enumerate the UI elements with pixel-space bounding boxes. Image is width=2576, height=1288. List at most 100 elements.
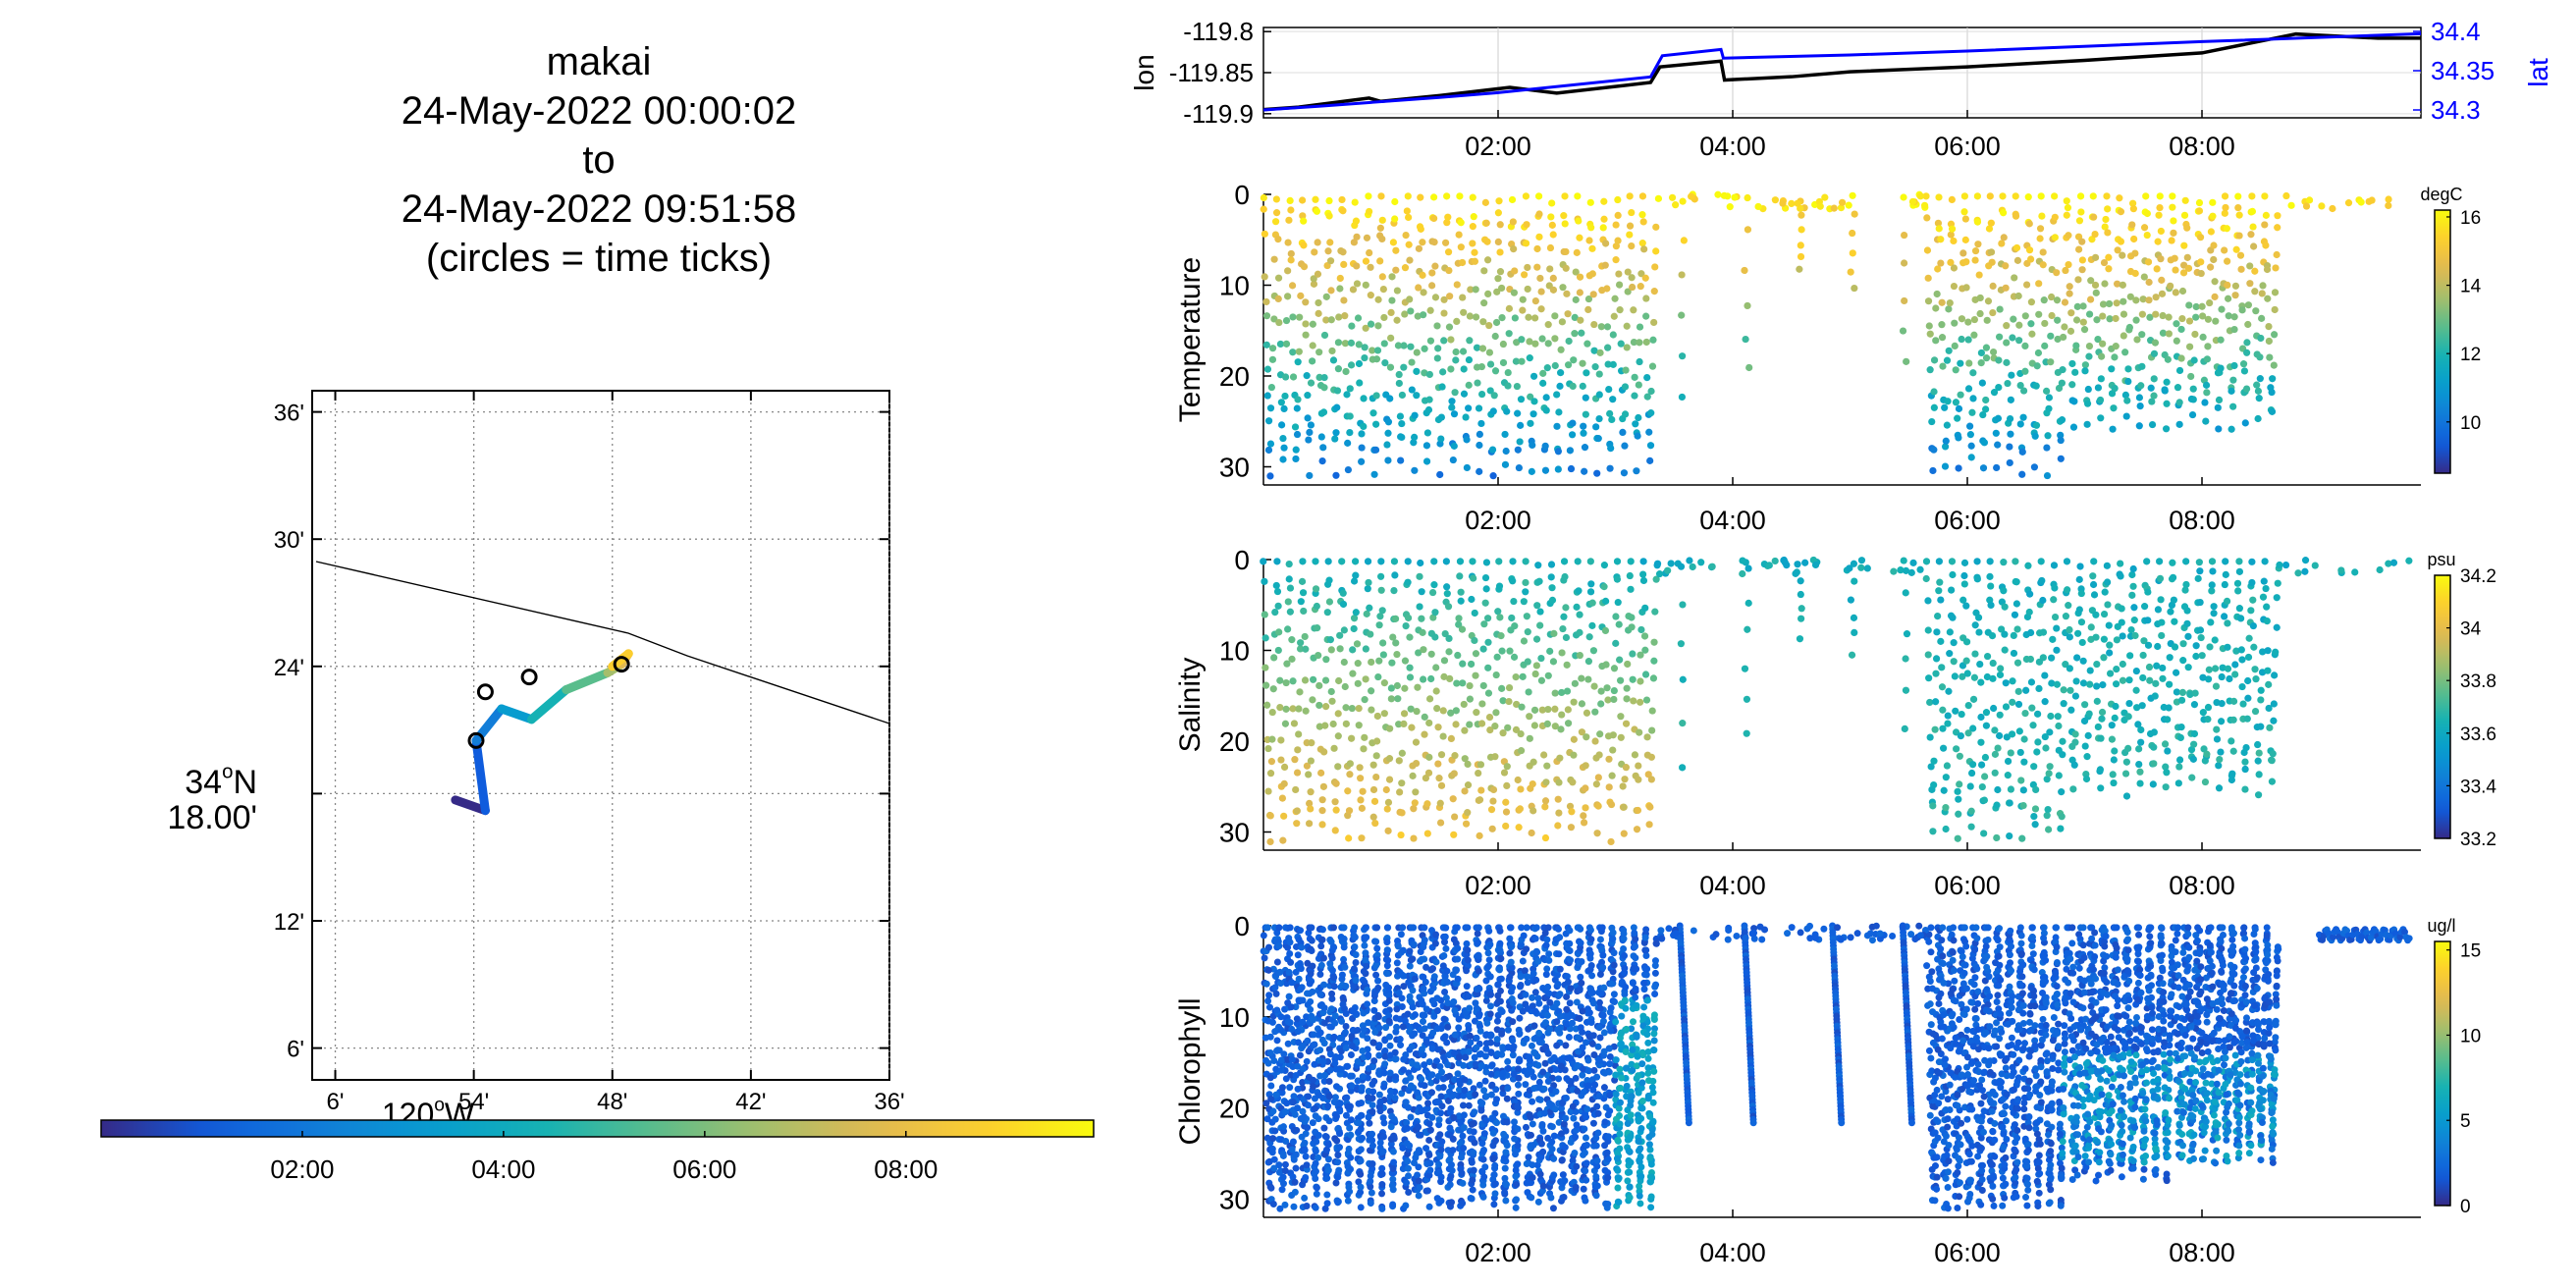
salinity-point <box>1404 558 1412 565</box>
chlorophyll-point <box>1281 1160 1289 1168</box>
salinity-point <box>1743 729 1750 737</box>
temperature-point <box>2153 265 2161 273</box>
salinity-point <box>2015 727 2023 735</box>
salinity-point <box>2101 588 2109 596</box>
salinity-point <box>1948 558 1957 565</box>
temperature-point <box>1939 362 1947 370</box>
temperature-point <box>2164 355 2172 363</box>
salinity-point <box>2132 667 2140 675</box>
temperature-point <box>2243 349 2251 356</box>
salinity-point <box>2264 667 2272 674</box>
temperature-point <box>1466 337 1474 345</box>
salinity-point <box>1261 664 1269 671</box>
salinity-point <box>2206 643 2214 651</box>
salinity-point <box>2143 558 2151 565</box>
salinity-point <box>1518 703 1526 711</box>
salinity-point <box>1943 762 1952 770</box>
salinity-point <box>1477 786 1485 794</box>
salinity-point <box>2016 748 2024 757</box>
chlorophyll-point <box>1432 958 1440 966</box>
salinity-point <box>1602 597 1610 605</box>
salinity-point <box>2215 762 2223 770</box>
salinity-point <box>2071 730 2079 738</box>
chlorophyll-point <box>1342 1010 1350 1018</box>
temperature-point <box>1274 274 1283 282</box>
salinity-point <box>2110 778 2118 787</box>
salinity-point <box>1299 558 1307 565</box>
salinity-point <box>1451 752 1459 760</box>
salinity-point <box>1450 770 1458 778</box>
chlorophyll-point <box>1379 1133 1387 1141</box>
temperature-point <box>1338 195 1346 204</box>
salinity-point <box>2081 701 2089 709</box>
temperature-point <box>1438 383 1446 391</box>
salinity-point <box>1309 696 1316 704</box>
temperature-point <box>1421 345 1428 352</box>
temperature-point <box>1989 308 1997 317</box>
chlorophyll-point <box>1474 939 1481 946</box>
temperature-point <box>1901 296 1908 305</box>
temperature-point <box>1566 447 1574 455</box>
temperature-point <box>1569 419 1577 427</box>
chlorophyll-point <box>1468 1120 1476 1128</box>
temperature-point <box>1360 395 1368 402</box>
chlorophyll-point <box>1459 1179 1467 1187</box>
salinity-point <box>1935 587 1943 595</box>
chlorophyll-point <box>1264 943 1272 951</box>
salinity-point <box>2002 703 2011 711</box>
temperature-point <box>1294 396 1302 403</box>
chlorophyll-point <box>1463 967 1471 975</box>
chlorophyll-point <box>1497 954 1505 962</box>
temperature-point <box>1411 411 1419 419</box>
salinity-point <box>1412 788 1420 796</box>
chlorophyll-point <box>1433 1025 1441 1033</box>
temperature-point <box>1851 284 1858 293</box>
chlorophyll-point <box>1428 1113 1436 1121</box>
temperature-point <box>1398 391 1407 400</box>
chlorophyll-point <box>1411 1011 1419 1019</box>
salinity-point <box>2184 632 2192 640</box>
salinity-point <box>1969 724 1977 732</box>
chlorophyll-point <box>1316 991 1324 998</box>
salinity-point <box>2059 737 2066 745</box>
temperature-point <box>1434 345 1442 352</box>
chlorophyll-point <box>1264 997 1272 1005</box>
temperature-point <box>1994 441 2002 449</box>
chlorophyll-point <box>1313 1184 1320 1192</box>
temperature-point <box>2130 235 2138 243</box>
chlorophyll-point <box>1496 987 1504 994</box>
chlorophyll-point <box>1348 1082 1356 1090</box>
temperature-point <box>1645 428 1653 436</box>
chlorophyll-point <box>1488 1081 1496 1089</box>
salinity-point <box>2041 732 2049 741</box>
salinity-point <box>1741 665 1749 672</box>
chlorophyll-point <box>1271 1115 1279 1123</box>
chlorophyll-point <box>1324 1166 1332 1174</box>
salinity-point <box>1554 822 1562 830</box>
salinity-point <box>1401 657 1410 665</box>
chlorophyll-point <box>1461 1087 1469 1095</box>
temperature-point <box>1595 370 1603 378</box>
salinity-point <box>2238 656 2246 664</box>
chlorophyll-point <box>1265 1003 1273 1011</box>
salinity-point <box>1357 775 1365 782</box>
temperature-point <box>2067 309 2075 317</box>
temperature-point <box>2227 425 2235 433</box>
temperature-point <box>2385 195 2392 203</box>
chlorophyll-point <box>1347 1165 1355 1173</box>
temperature-point <box>2094 336 2102 344</box>
salinity-point <box>2192 652 2200 661</box>
salinity-point <box>1991 769 1999 777</box>
salinity-point <box>1512 673 1520 681</box>
salinity-point <box>1529 779 1536 788</box>
salinity-point <box>2244 694 2252 702</box>
salinity-point <box>2188 774 2196 781</box>
salinity-point <box>1647 753 1655 761</box>
chlorophyll-point <box>1284 1040 1292 1047</box>
temperature-point <box>2135 394 2144 402</box>
chlorophyll-point <box>1328 990 1336 997</box>
temperature-point <box>2035 280 2043 288</box>
salinity-point <box>2066 633 2073 641</box>
salinity-point <box>1582 762 1589 770</box>
temperature-point <box>1424 405 1433 414</box>
